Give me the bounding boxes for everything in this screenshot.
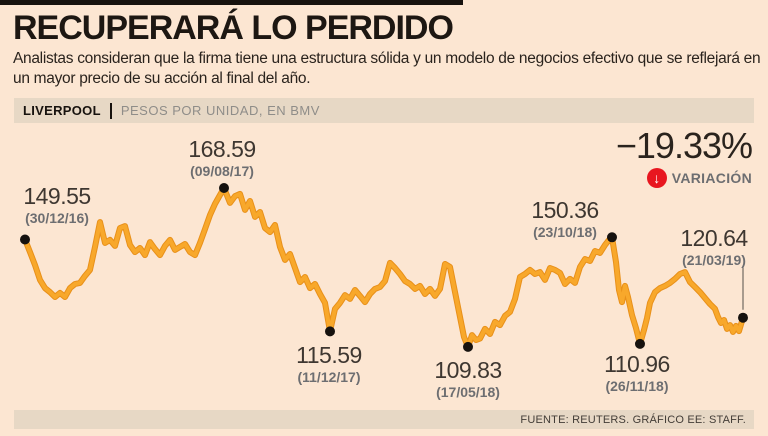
series-name: LIVERPOOL <box>23 103 101 118</box>
top-rule <box>0 0 463 5</box>
annotation-date: (23/10/18) <box>533 224 597 241</box>
subtitle: Analistas consideran que la firma tiene … <box>13 50 761 88</box>
annotation: 115.59 (11/12/17) <box>296 343 362 385</box>
annotation: 168.59 (09/08/17) <box>188 136 256 180</box>
page-title: RECUPERARÁ LO PERDIDO <box>13 9 454 47</box>
data-point-dot <box>219 183 229 193</box>
annotation-value: 110.96 <box>604 351 670 377</box>
annotation-value: 115.59 <box>296 342 362 368</box>
annotation-date: (17/05/18) <box>436 384 500 401</box>
change-block: −19.33% ↓ VARIACIÓN <box>615 125 753 188</box>
annotation: 110.96 (26/11/18) <box>604 352 670 394</box>
data-point-dots <box>20 183 748 352</box>
variation-row: ↓ VARIACIÓN <box>616 168 752 188</box>
annotation-value: 168.59 <box>188 136 256 162</box>
source-text: FUENTE: REUTERS. GRÁFICO EE: STAFF. <box>520 413 746 426</box>
data-point-dot <box>463 341 473 352</box>
annotation-value: 120.64 <box>680 225 748 251</box>
data-point-dot <box>738 312 748 323</box>
price-line <box>23 186 745 349</box>
annotation-value: 150.36 <box>531 197 599 223</box>
annotation-date: (09/08/17) <box>190 163 254 180</box>
annotation-date: (30/12/16) <box>25 210 89 227</box>
annotation: 149.55 (30/12/16) <box>23 183 91 227</box>
annotation-date: (21/03/19) <box>682 252 746 269</box>
series-units-label: PESOS POR UNIDAD, EN BMV <box>120 103 320 118</box>
annotation-value: 149.55 <box>23 183 91 209</box>
annotation: 120.64 (21/03/19) <box>680 225 748 269</box>
annotation-date: (26/11/18) <box>605 378 669 395</box>
source-band: FUENTE: REUTERS. GRÁFICO EE: STAFF. <box>14 410 754 429</box>
data-point-dot <box>607 232 617 243</box>
data-point-dot <box>635 338 645 349</box>
change-label: VARIACIÓN <box>671 170 752 186</box>
change-value: −19.33% <box>615 125 753 166</box>
down-arrow-icon: ↓ <box>646 168 667 188</box>
annotation-date: (11/12/17) <box>297 369 361 386</box>
data-point-dot <box>325 326 335 337</box>
annotation: 109.83 (17/05/18) <box>434 357 502 401</box>
annotation: 150.36 (23/10/18) <box>531 197 599 241</box>
data-point-dot <box>20 234 30 245</box>
band-divider <box>109 102 112 119</box>
chart-header-band: LIVERPOOL PESOS POR UNIDAD, EN BMV <box>14 98 754 123</box>
annotation-value: 109.83 <box>434 357 502 383</box>
